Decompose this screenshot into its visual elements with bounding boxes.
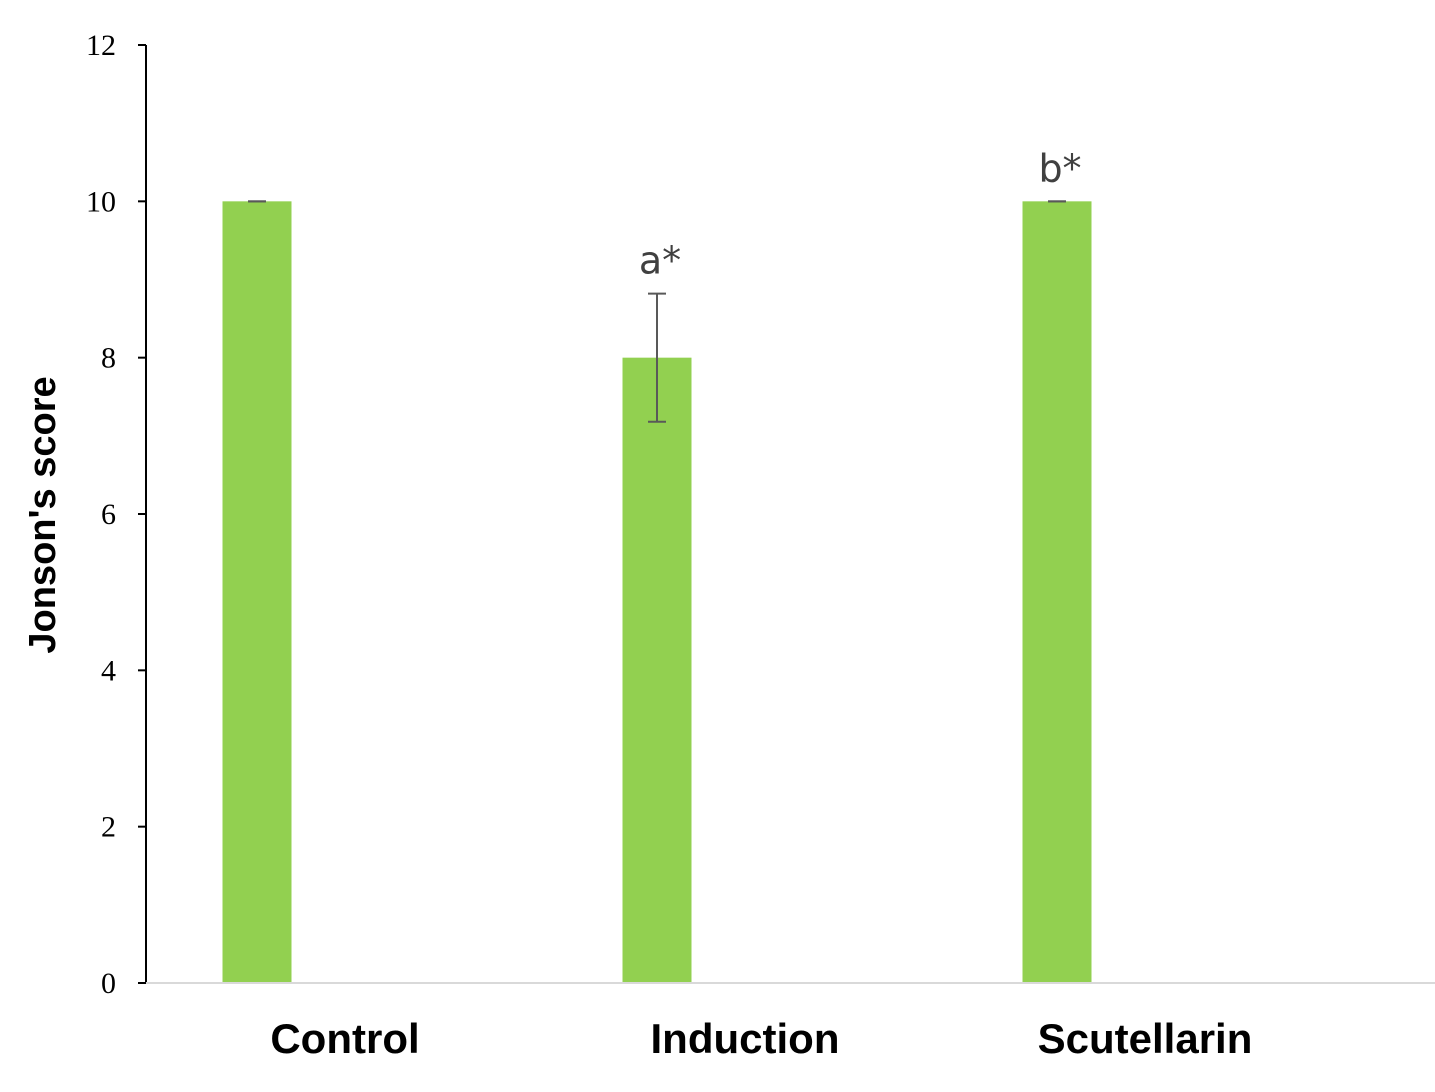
x-axis-categories: Control Induction Scutellarin <box>270 1015 1252 1062</box>
bar-control <box>222 201 292 984</box>
error-bars <box>248 200 1066 423</box>
y-tick-label: 10 <box>86 185 116 218</box>
annotation-scutellarin: b* <box>1038 146 1081 190</box>
y-axis-title: Jonson's score <box>22 376 64 653</box>
error-bar-induction <box>648 292 666 423</box>
y-tick-label: 6 <box>101 498 116 531</box>
y-tick-label: 0 <box>101 967 116 1000</box>
x-category-label: Scutellarin <box>1038 1015 1253 1062</box>
bar-scutellarin <box>1022 201 1092 984</box>
y-tick-label: 8 <box>101 342 116 375</box>
x-category-label: Control <box>270 1015 419 1062</box>
annotation-induction: a* <box>639 239 681 283</box>
y-tick-label: 2 <box>101 811 116 844</box>
y-tick-label: 4 <box>101 654 116 687</box>
x-category-label: Induction <box>651 1015 840 1062</box>
y-tick-label: 12 <box>86 29 116 62</box>
bars <box>222 201 1092 984</box>
bar-induction <box>622 357 692 984</box>
y-axis-ticks: 0 2 4 6 8 10 12 <box>86 29 146 1000</box>
significance-annotations: a* b* <box>639 146 1082 282</box>
